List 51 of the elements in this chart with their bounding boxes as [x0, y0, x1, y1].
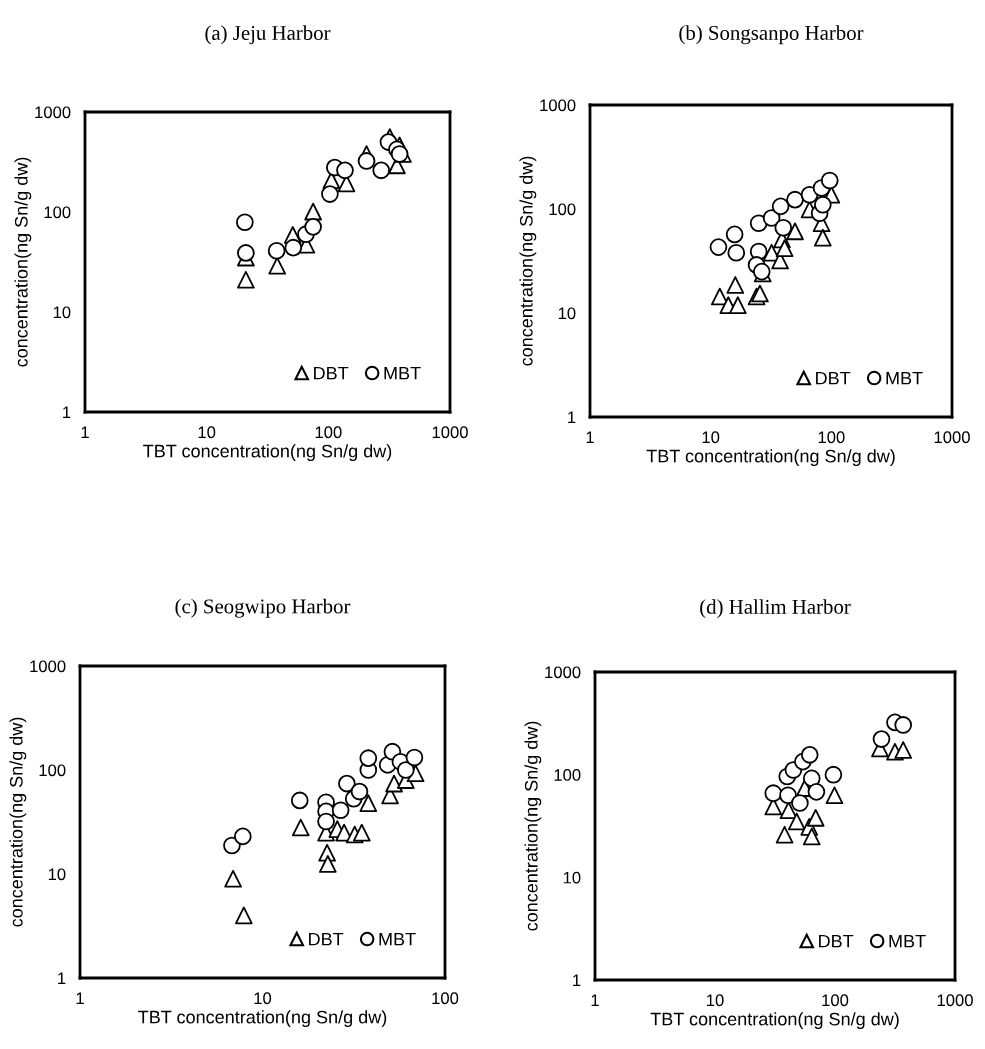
chart-title: (a) Jeju Harbor — [205, 25, 331, 45]
x-tick-label: 1 — [591, 994, 599, 1006]
legend-label: MBT — [384, 366, 421, 380]
legend-label: DBT — [314, 366, 349, 380]
x-axis-title: TBT concentration(ng Sn/g dw) — [138, 1010, 387, 1028]
y-tick-label: 100 — [39, 764, 66, 777]
x-axis-title: TBT concentration(ng Sn/g dw) — [650, 1012, 899, 1030]
legend-label: MBT — [886, 371, 923, 385]
chart-title: (c) Seogwipo Harbor — [175, 598, 351, 618]
x-tick-label: 100 — [432, 992, 459, 1005]
x-tick-label: 10 — [198, 426, 216, 439]
x-tick-label: 1 — [76, 992, 84, 1004]
y-tick-label: 10 — [53, 306, 71, 319]
x-tick-label: 1 — [81, 426, 89, 438]
x-tick-label: 10 — [254, 992, 272, 1005]
y-tick-label: 1 — [568, 411, 576, 424]
legend-label: DBT — [819, 934, 854, 948]
y-tick-label: 1 — [573, 974, 581, 987]
y-axis-title: concentration(ng Sn/g dw) — [9, 717, 27, 927]
chart-title: (b) Songsanpo Harbor — [679, 25, 864, 45]
y-tick-label: 10 — [558, 307, 576, 320]
y-axis-title: concentration(ng Sn/g dw) — [14, 157, 32, 367]
chart-title: (d) Hallim Harbor — [700, 599, 851, 619]
x-tick-label: 1 — [586, 431, 594, 443]
y-tick-label: 1 — [58, 972, 66, 985]
x-tick-label: 100 — [315, 426, 342, 439]
x-tick-label: 1000 — [937, 994, 973, 1007]
y-tick-label: 10 — [563, 871, 581, 884]
y-tick-label: 10 — [48, 868, 66, 881]
legend-label: DBT — [816, 371, 851, 385]
x-tick-label: 100 — [818, 431, 845, 444]
x-axis-title: TBT concentration(ng Sn/g dw) — [646, 449, 895, 467]
y-axis-title: concentration(ng Sn/g dw) — [519, 156, 537, 366]
legend-label: MBT — [889, 934, 926, 948]
y-tick-label: 100 — [554, 769, 581, 781]
y-tick-label: 1000 — [545, 666, 581, 679]
y-axis-title: concentration(ng Sn/g dw) — [524, 721, 542, 931]
x-tick-label: 10 — [707, 994, 724, 1007]
legend-label: DBT — [309, 932, 344, 946]
x-tick-label: 1000 — [934, 431, 970, 444]
x-tick-label: 10 — [702, 431, 720, 444]
y-tick-label: 100 — [549, 203, 576, 216]
x-tick-label: 1000 — [432, 426, 468, 439]
x-axis-title: TBT concentration(ng Sn/g dw) — [143, 444, 392, 462]
x-tick-label: 100 — [822, 994, 849, 1007]
y-tick-label: 1000 — [30, 660, 66, 673]
y-tick-label: 1000 — [35, 106, 71, 119]
y-tick-label: 1000 — [540, 99, 576, 112]
y-tick-label: 100 — [44, 206, 71, 219]
y-tick-label: 1 — [63, 406, 71, 419]
legend-label: MBT — [379, 932, 416, 946]
